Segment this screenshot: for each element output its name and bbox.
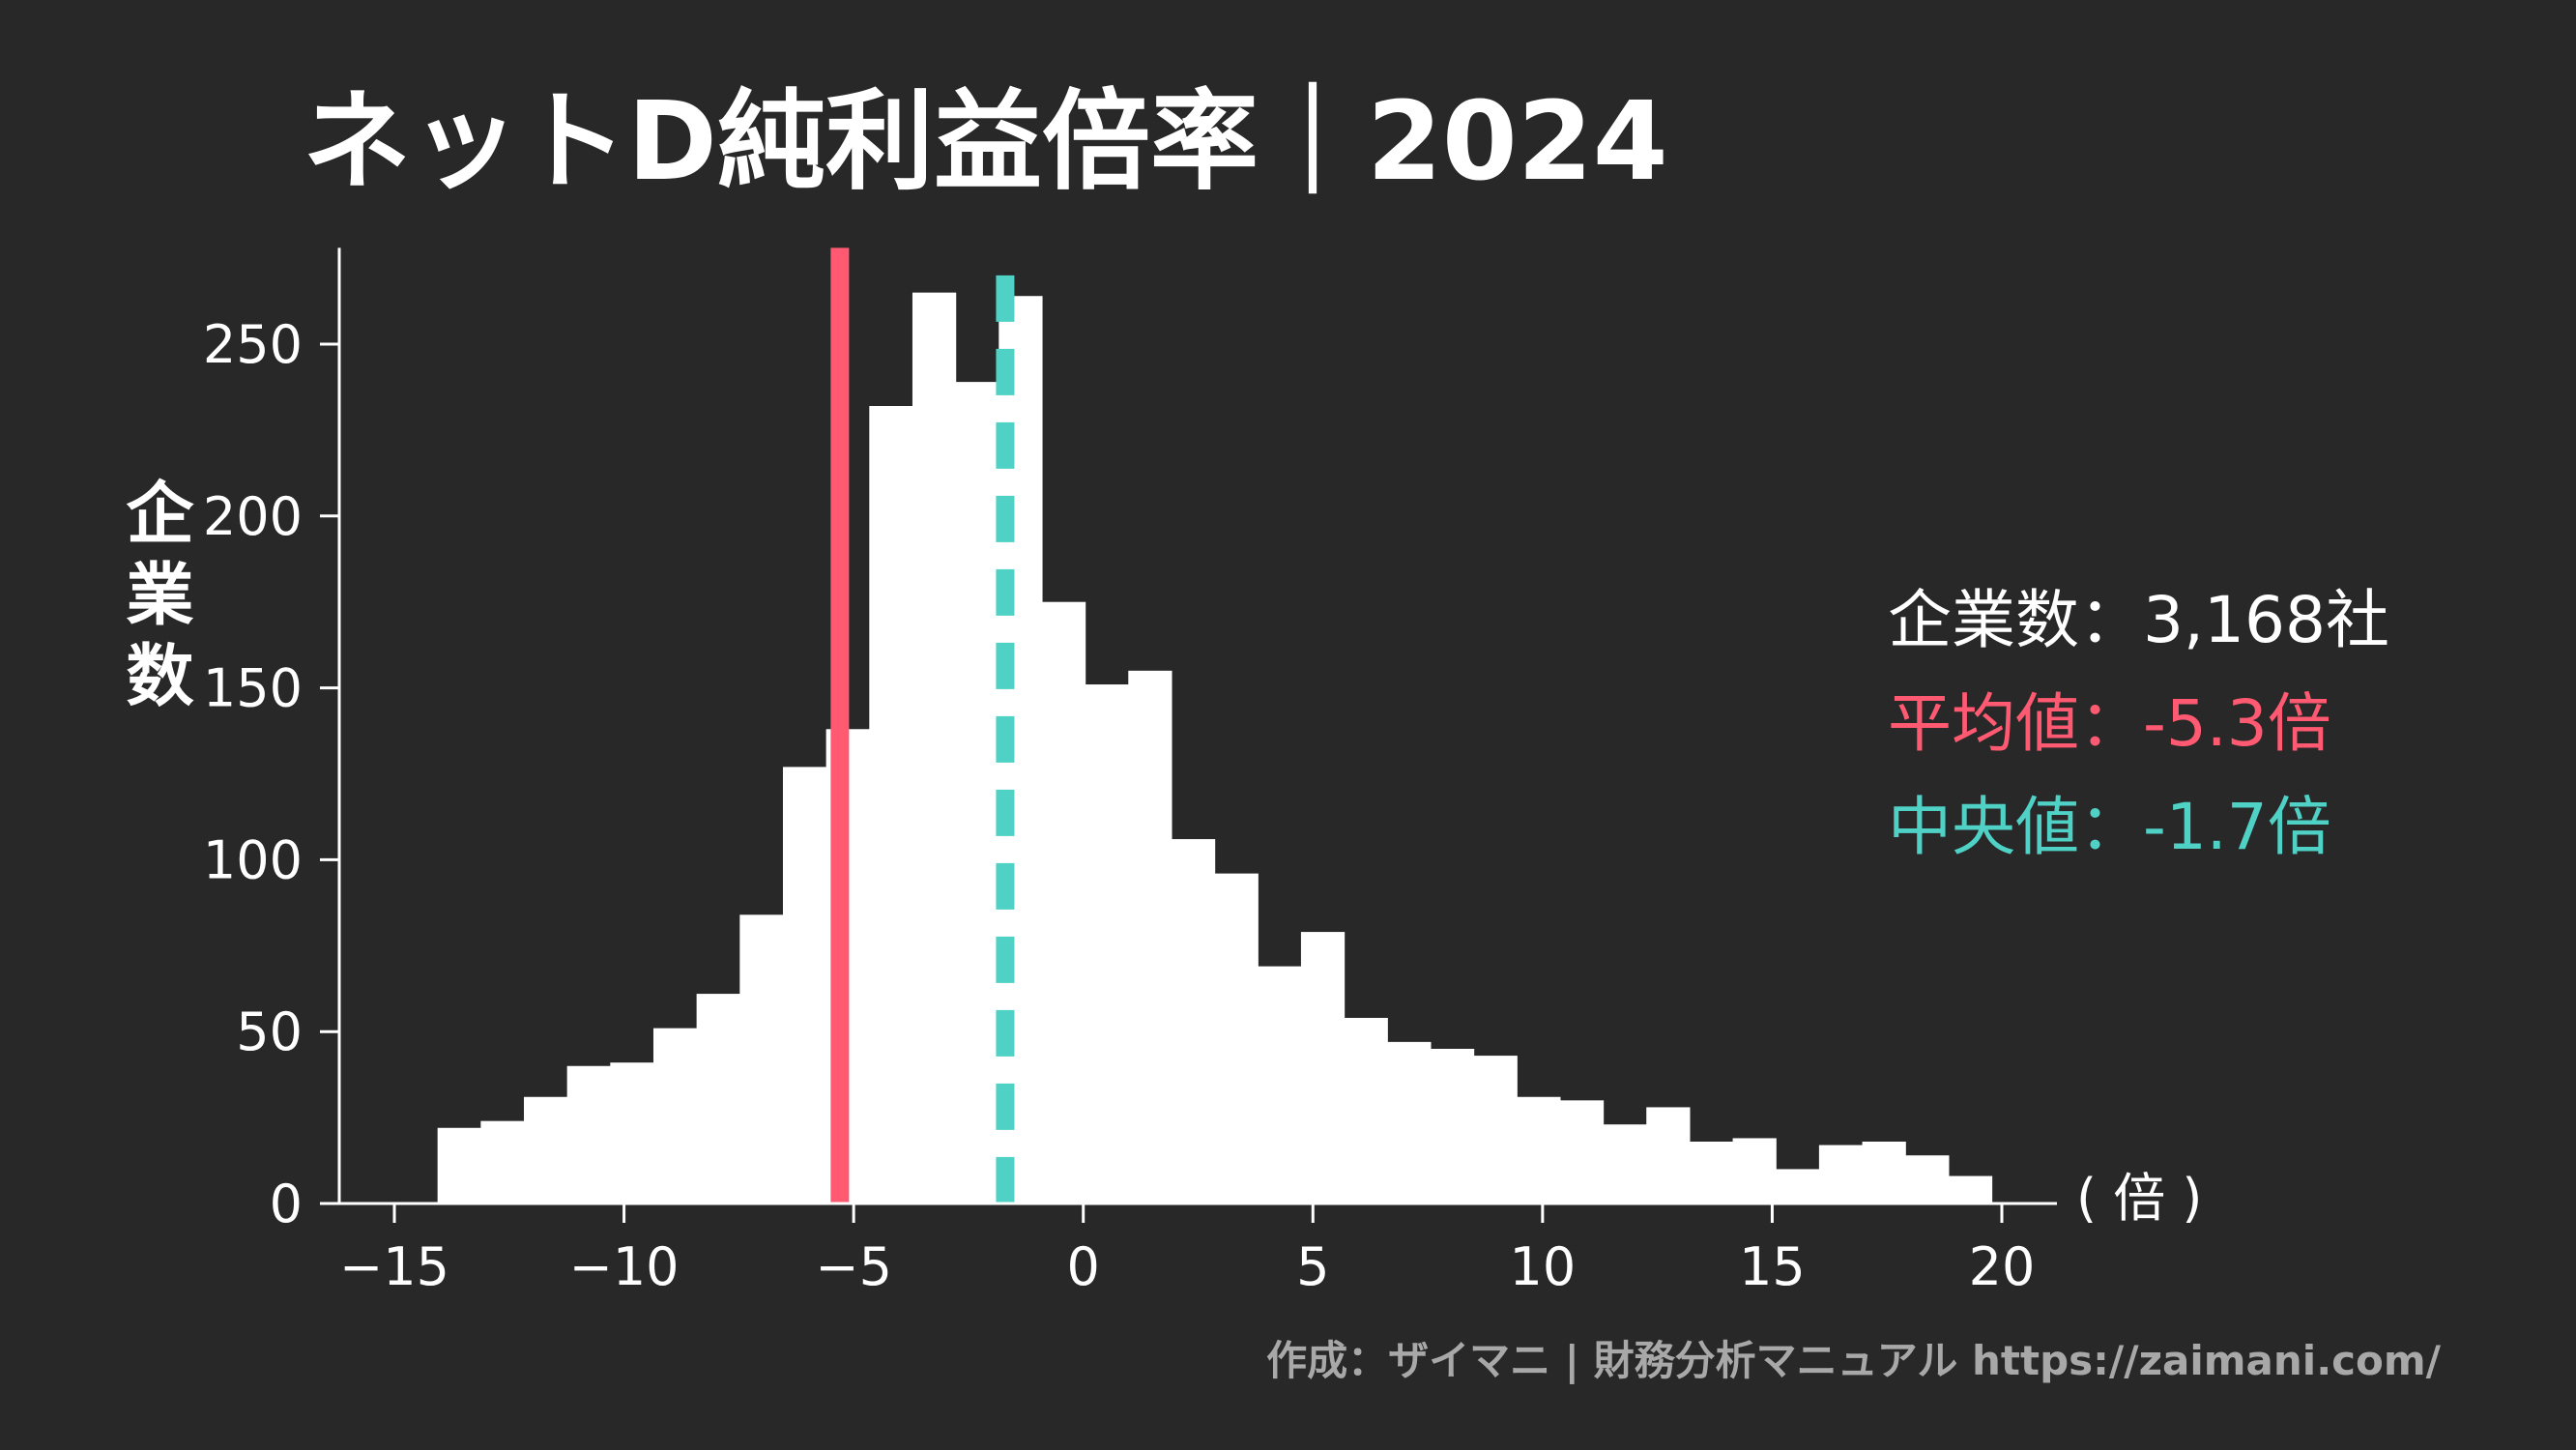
stat-count: 企業数：3,168社: [1888, 583, 2389, 657]
histogram-bar: [1732, 1138, 1777, 1204]
histogram-bar: [1128, 670, 1172, 1204]
y-axis-label: 企業数: [115, 478, 194, 721]
x-tick-label: 10: [1509, 1236, 1576, 1297]
x-tick-label: −15: [339, 1236, 449, 1297]
histogram-bar: [1473, 1056, 1518, 1204]
histogram-bar: [1818, 1145, 1864, 1204]
histogram-bar: [566, 1065, 611, 1204]
y-tick-label: 50: [236, 1001, 303, 1062]
x-tick-label: −10: [569, 1236, 680, 1297]
x-axis-label: ( 倍 ): [2076, 1168, 2202, 1229]
histogram-bar: [1085, 684, 1129, 1204]
x-tick-label: 15: [1739, 1236, 1806, 1297]
histogram-bar: [1776, 1169, 1820, 1204]
histogram-bar: [1041, 601, 1086, 1204]
y-tick-label: 150: [203, 658, 303, 719]
histogram-bar: [869, 406, 913, 1204]
x-tick-label: 20: [1969, 1236, 2036, 1297]
histogram-bar: [1344, 1017, 1388, 1204]
histogram-bar: [739, 914, 784, 1204]
histogram-bar: [1862, 1141, 1906, 1204]
histogram-bar: [523, 1096, 568, 1204]
histogram-bar: [782, 767, 827, 1204]
stat-median: 中央値：-1.7倍: [1888, 790, 2331, 864]
histogram-bar: [1905, 1155, 1950, 1204]
stat-mean: 平均値：-5.3倍: [1888, 686, 2331, 761]
histogram-bar: [652, 1028, 698, 1204]
y-ticks: 0 50 100 150 200 250: [203, 314, 339, 1234]
x-tick-label: 5: [1296, 1236, 1329, 1297]
y-tick-label: 100: [203, 829, 303, 890]
histogram-bar: [955, 382, 999, 1204]
histogram-bar: [1258, 966, 1302, 1204]
histogram-bar: [1603, 1124, 1647, 1204]
histogram-bar: [1948, 1175, 1993, 1204]
credit-text: 作成：ザイマニ | 財務分析マニュアル https://zaimani.com/: [1266, 1337, 2442, 1384]
histogram-bar: [1214, 873, 1259, 1204]
x-tick-label: −5: [815, 1236, 892, 1297]
histogram-bar: [696, 994, 740, 1204]
histogram-bar: [480, 1120, 525, 1204]
histogram-bar: [1517, 1096, 1561, 1204]
y-tick-label: 250: [203, 314, 303, 375]
histogram-bar: [1387, 1041, 1432, 1204]
histogram-bar: [1646, 1107, 1691, 1204]
histogram-bar: [437, 1127, 481, 1204]
y-tick-label: 0: [270, 1174, 303, 1234]
x-ticks: −15 −10 −5 0 5 10 15 20: [339, 1204, 2035, 1297]
histogram-bar: [610, 1062, 654, 1204]
y-tick-label: 200: [203, 486, 303, 547]
histogram-bar: [1559, 1100, 1605, 1204]
histogram-bar: [1689, 1141, 1734, 1204]
histogram-bar: [1171, 839, 1216, 1204]
chart-title: ネットD純利益倍率｜2024: [303, 79, 1668, 205]
histogram-bar: [1300, 932, 1346, 1204]
histogram-bars: [437, 292, 1993, 1204]
x-tick-label: 0: [1067, 1236, 1100, 1297]
histogram-bar: [1430, 1048, 1475, 1204]
histogram-bar: [912, 292, 957, 1204]
